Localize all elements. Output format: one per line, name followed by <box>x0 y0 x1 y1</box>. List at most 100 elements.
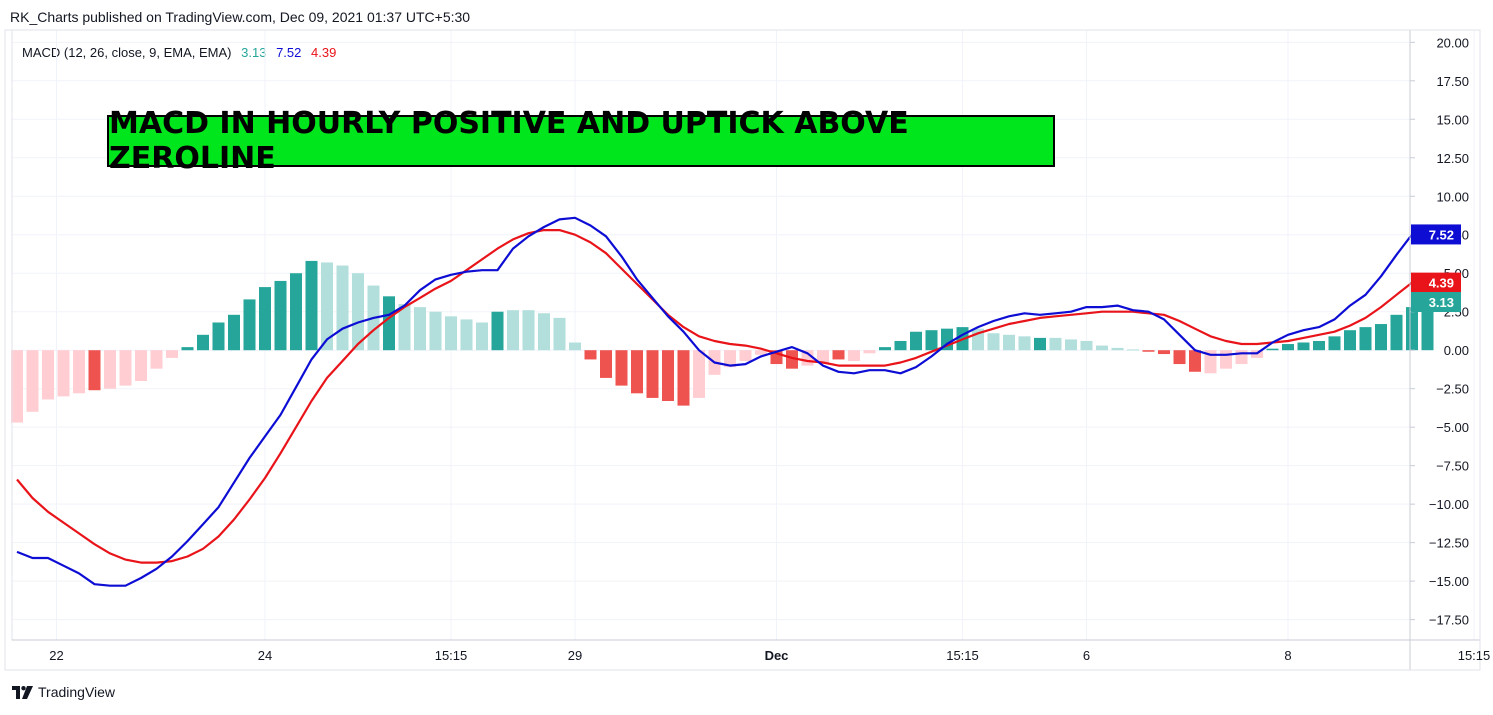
histogram-bar <box>212 322 225 351</box>
x-tick-label: 15:15 <box>1458 648 1491 663</box>
histogram-bar <box>1173 350 1186 365</box>
histogram-bar <box>290 273 302 351</box>
histogram-bar <box>1313 340 1325 351</box>
histogram-bar <box>1003 334 1015 351</box>
histogram-bar <box>739 350 752 361</box>
histogram-bar <box>631 350 643 394</box>
histogram-bar <box>1297 342 1310 351</box>
histogram-bar <box>1266 348 1279 351</box>
histogram-bar <box>1189 350 1201 372</box>
x-tick-label: Dec <box>765 648 789 663</box>
histogram-bar <box>57 350 70 397</box>
histogram-bar <box>1142 350 1155 352</box>
y-tick-label: −12.50 <box>1429 536 1469 551</box>
histogram-bar <box>1390 314 1403 351</box>
histogram-value: 3.13 <box>241 45 267 60</box>
annotation-banner: MACD IN HOURLY POSITIVE AND UPTICK ABOVE… <box>107 106 1055 176</box>
histogram-bar <box>817 350 829 363</box>
histogram-bar <box>615 350 628 386</box>
x-tick-label: 8 <box>1284 648 1291 663</box>
tradingview-footer[interactable]: TradingView <box>12 684 115 700</box>
macd-line <box>16 216 1413 587</box>
histogram-bar <box>786 350 798 369</box>
histogram-bar <box>662 350 674 402</box>
histogram-badge: 3.13 <box>1429 295 1454 310</box>
histogram-bar <box>724 350 736 368</box>
signal-value: 4.39 <box>311 45 337 60</box>
tradingview-logo-icon <box>12 685 33 699</box>
histogram-bar <box>755 350 767 355</box>
lines <box>16 216 1413 587</box>
footer-brand: TradingView <box>38 684 116 700</box>
histogram-bar <box>398 304 411 351</box>
histogram-bar <box>1406 307 1418 351</box>
macd-value: 7.52 <box>276 45 302 60</box>
x-tick-label: 6 <box>1083 648 1090 663</box>
y-tick-label: 15.00 <box>1436 112 1469 127</box>
histogram-bar <box>832 350 845 360</box>
y-tick-label: −7.50 <box>1436 459 1469 474</box>
histogram-bar <box>88 350 101 391</box>
histogram-bar <box>383 296 395 351</box>
x-tick-label: 24 <box>258 648 272 663</box>
histogram-bar <box>894 340 907 351</box>
histogram-bar <box>336 265 349 351</box>
histogram-bar <box>553 317 566 351</box>
histogram-bar <box>445 316 457 351</box>
histogram-bar <box>166 350 178 358</box>
histogram-bar <box>584 350 597 360</box>
y-tick-label: 0.00 <box>1444 343 1469 358</box>
histogram-bar <box>1421 302 1434 351</box>
histogram-bar <box>1111 347 1124 351</box>
histogram-bar <box>1359 327 1372 351</box>
histogram-bar <box>243 299 256 351</box>
histogram-bar <box>1220 350 1232 369</box>
histogram-bar <box>677 350 690 406</box>
histogram-bar <box>522 310 535 351</box>
histogram-bar <box>848 350 860 361</box>
histogram-bar <box>1204 350 1217 374</box>
y-tick-label: −15.00 <box>1429 574 1469 589</box>
histogram-bar <box>181 347 194 351</box>
histogram <box>11 260 1434 423</box>
histogram-bar <box>600 350 612 378</box>
histogram-bar <box>987 333 1000 351</box>
histogram-badge-bg <box>1411 292 1461 313</box>
histogram-bar <box>863 350 876 354</box>
x-tick-label: 22 <box>49 648 63 663</box>
y-tick-label: −5.00 <box>1436 420 1469 435</box>
histogram-bar <box>1018 336 1031 351</box>
histogram-bar <box>693 350 705 398</box>
histogram-bar <box>460 319 473 351</box>
histogram-bar <box>1034 337 1046 351</box>
indicator-legend[interactable]: MACD (12, 26, close, 9, EMA, EMA) 3.13 7… <box>22 45 342 60</box>
y-tick-label: 17.50 <box>1436 74 1469 89</box>
histogram-bar <box>321 262 333 351</box>
publisher-header: RK_Charts published on TradingView.com, … <box>10 9 471 25</box>
price-badges: 7.52 4.39 3.13 <box>1411 224 1461 313</box>
histogram-bar <box>73 350 85 394</box>
histogram-bar <box>1127 349 1139 351</box>
histogram-bar <box>538 313 550 351</box>
histogram-bar <box>491 311 504 351</box>
signal-badge: 4.39 <box>1429 276 1454 291</box>
histogram-bar <box>1282 344 1294 351</box>
histogram-bar <box>925 330 938 351</box>
histogram-bar <box>26 350 39 412</box>
y-tick-label: −10.00 <box>1429 497 1469 512</box>
histogram-bar <box>197 334 209 351</box>
y-tick-label: 12.50 <box>1436 151 1469 166</box>
macd-badge: 7.52 <box>1429 227 1454 242</box>
y-tick-label: −2.50 <box>1436 382 1469 397</box>
histogram-bar <box>1375 324 1387 351</box>
y-tick-label: 10.00 <box>1436 189 1469 204</box>
y-tick-label: −17.50 <box>1429 613 1469 628</box>
signal-badge-bg <box>1411 272 1461 293</box>
histogram-bar <box>1096 345 1108 351</box>
x-tick-label: 15:15 <box>435 648 468 663</box>
histogram-bar <box>305 260 318 351</box>
histogram-bar <box>259 287 271 351</box>
signal-line <box>16 229 1413 564</box>
x-tick-label: 29 <box>568 648 582 663</box>
